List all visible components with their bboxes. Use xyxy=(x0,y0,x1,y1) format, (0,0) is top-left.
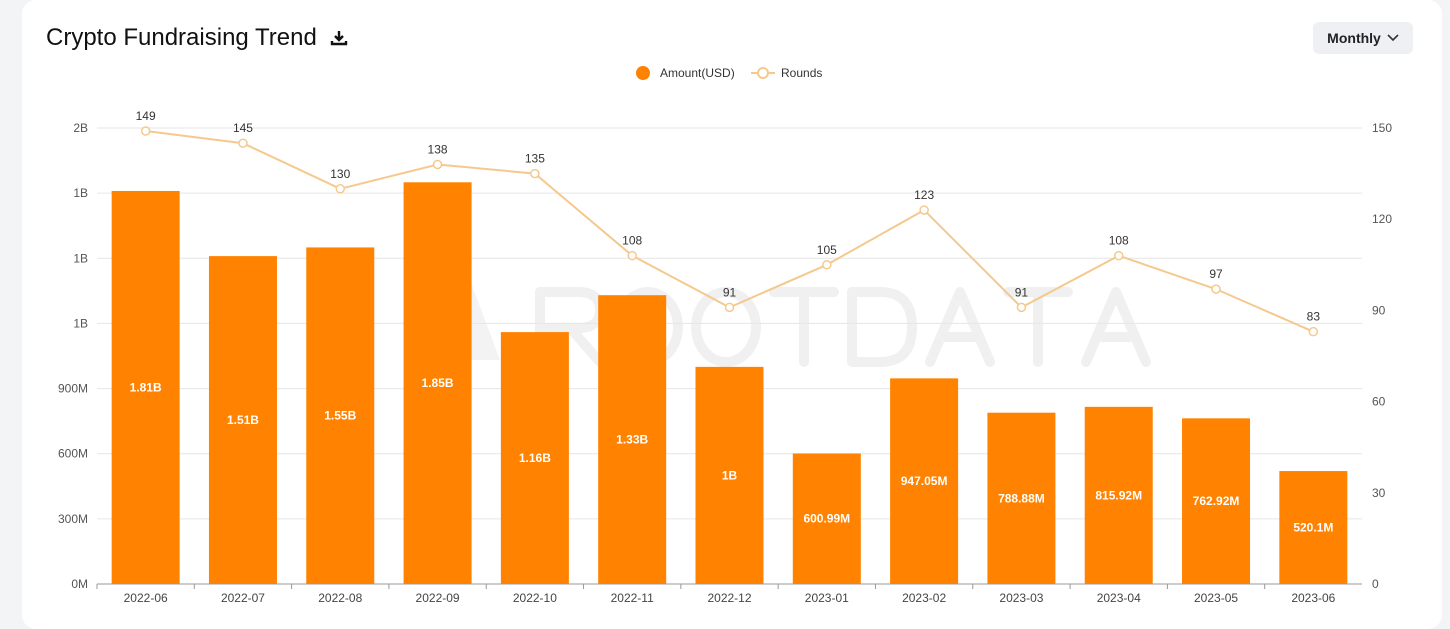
y-left-tick-label: 1B xyxy=(73,316,88,330)
rounds-point[interactable] xyxy=(530,168,540,179)
watermark-letter xyxy=(1003,287,1073,367)
y-right-tick-label: 120 xyxy=(1372,212,1392,226)
y-left-tick-label: 1B xyxy=(73,186,88,200)
legend-rounds-label: Rounds xyxy=(781,66,822,80)
rounds-point[interactable] xyxy=(822,260,832,270)
rounds-data-label: 83 xyxy=(1307,310,1321,324)
watermark-letter xyxy=(925,287,995,367)
watermark-letter xyxy=(691,287,761,367)
x-tick-label: 2022-08 xyxy=(318,591,362,605)
bar[interactable] xyxy=(695,366,764,584)
rounds-point[interactable] xyxy=(919,205,929,215)
bar[interactable] xyxy=(208,256,277,584)
y-right-tick-label: 150 xyxy=(1372,121,1392,135)
y-right-tick-label: 0 xyxy=(1372,577,1379,591)
bar-data-label: 1.16B xyxy=(519,451,551,465)
rounds-point[interactable] xyxy=(1308,326,1319,337)
rounds-data-label: 108 xyxy=(1109,234,1129,248)
download-icon[interactable] xyxy=(329,28,349,48)
bar-data-label: 1.85B xyxy=(422,376,454,390)
bar[interactable] xyxy=(111,190,180,584)
watermark-letter xyxy=(847,287,917,367)
rounds-data-label: 108 xyxy=(622,234,642,248)
rounds-data-label: 149 xyxy=(136,109,156,123)
x-tick-label: 2023-01 xyxy=(805,591,849,605)
rounds-data-label: 91 xyxy=(1015,285,1029,299)
bar[interactable] xyxy=(792,453,861,584)
rounds-data-label: 135 xyxy=(525,152,545,166)
bar[interactable] xyxy=(500,332,569,584)
bar-data-label: 1.51B xyxy=(227,413,259,427)
rounds-point[interactable] xyxy=(1016,302,1027,313)
bar-data-label: 600.99M xyxy=(803,512,850,526)
rounds-data-label: 105 xyxy=(817,243,837,257)
rounds-data-label: 97 xyxy=(1209,267,1223,281)
bar[interactable] xyxy=(987,412,1056,584)
bar-data-label: 520.1M xyxy=(1293,521,1333,535)
bar[interactable] xyxy=(1279,471,1348,584)
watermark-letter xyxy=(1081,287,1151,367)
y-left-tick-label: 0M xyxy=(71,577,88,591)
title-text: Crypto Fundraising Trend xyxy=(46,24,317,51)
x-tick-label: 2023-06 xyxy=(1291,591,1335,605)
bar[interactable] xyxy=(1084,406,1153,584)
chevron-down-icon xyxy=(1387,34,1399,42)
y-right-tick-label: 60 xyxy=(1372,395,1386,409)
rounds-point[interactable] xyxy=(724,302,735,313)
rounds-data-label: 123 xyxy=(914,188,934,202)
rounds-point[interactable] xyxy=(432,159,443,170)
legend-item-amount[interactable]: Amount(USD) xyxy=(636,66,735,80)
rounds-data-label: 91 xyxy=(723,285,737,299)
x-tick-label: 2022-09 xyxy=(416,591,460,605)
bar-data-label: 762.92M xyxy=(1193,494,1240,508)
x-tick-label: 2023-05 xyxy=(1194,591,1238,605)
legend-rounds-marker xyxy=(757,67,769,79)
bar-data-label: 1.33B xyxy=(616,433,648,447)
legend-amount-marker xyxy=(636,66,650,80)
rounds-point[interactable] xyxy=(627,250,637,261)
bar[interactable] xyxy=(890,378,959,584)
rounds-point[interactable] xyxy=(1211,284,1221,294)
x-tick-label: 2022-07 xyxy=(221,591,265,605)
bar-data-label: 1B xyxy=(722,468,738,482)
rounds-point[interactable] xyxy=(140,126,151,136)
rounds-point[interactable] xyxy=(238,138,248,148)
y-left-tick-label: 600M xyxy=(58,447,88,461)
rounds-data-label: 145 xyxy=(233,121,253,135)
watermark-letter xyxy=(769,287,839,367)
x-tick-label: 2022-11 xyxy=(611,591,654,605)
rounds-point[interactable] xyxy=(1113,250,1124,261)
legend-amount-label: Amount(USD) xyxy=(660,66,735,80)
bar[interactable] xyxy=(403,182,472,585)
bar[interactable] xyxy=(598,295,667,584)
y-right-tick-label: 30 xyxy=(1372,486,1386,500)
y-left-tick-label: 1B xyxy=(73,251,88,265)
y-left-tick-label: 300M xyxy=(58,512,88,526)
bar[interactable] xyxy=(306,247,375,584)
x-tick-label: 2022-10 xyxy=(513,591,557,605)
bar-data-label: 1.55B xyxy=(324,409,356,423)
bar-data-label: 1.81B xyxy=(130,380,162,394)
x-tick-label: 2022-12 xyxy=(707,591,751,605)
x-tick-label: 2023-04 xyxy=(1097,591,1141,605)
legend-item-rounds[interactable]: Rounds xyxy=(751,66,822,80)
period-select-value: Monthly xyxy=(1327,30,1381,46)
rounds-point[interactable] xyxy=(335,184,346,194)
rounds-data-label: 130 xyxy=(330,167,350,181)
bar[interactable] xyxy=(1182,418,1251,584)
bar-data-label: 788.88M xyxy=(998,491,1045,505)
y-left-tick-label: 2B xyxy=(73,121,88,135)
legend: Amount(USD) Rounds xyxy=(636,66,822,80)
period-select[interactable]: Monthly xyxy=(1313,22,1413,54)
x-tick-label: 2022-06 xyxy=(124,591,168,605)
y-right-tick-label: 90 xyxy=(1372,303,1386,317)
bar-data-label: 815.92M xyxy=(1095,488,1142,502)
x-tick-label: 2023-02 xyxy=(902,591,946,605)
y-left-tick-label: 900M xyxy=(58,382,88,396)
x-tick-label: 2023-03 xyxy=(999,591,1043,605)
chart-title: Crypto Fundraising Trend xyxy=(46,24,349,52)
bar-data-label: 947.05M xyxy=(901,474,948,488)
rounds-data-label: 138 xyxy=(428,142,448,156)
